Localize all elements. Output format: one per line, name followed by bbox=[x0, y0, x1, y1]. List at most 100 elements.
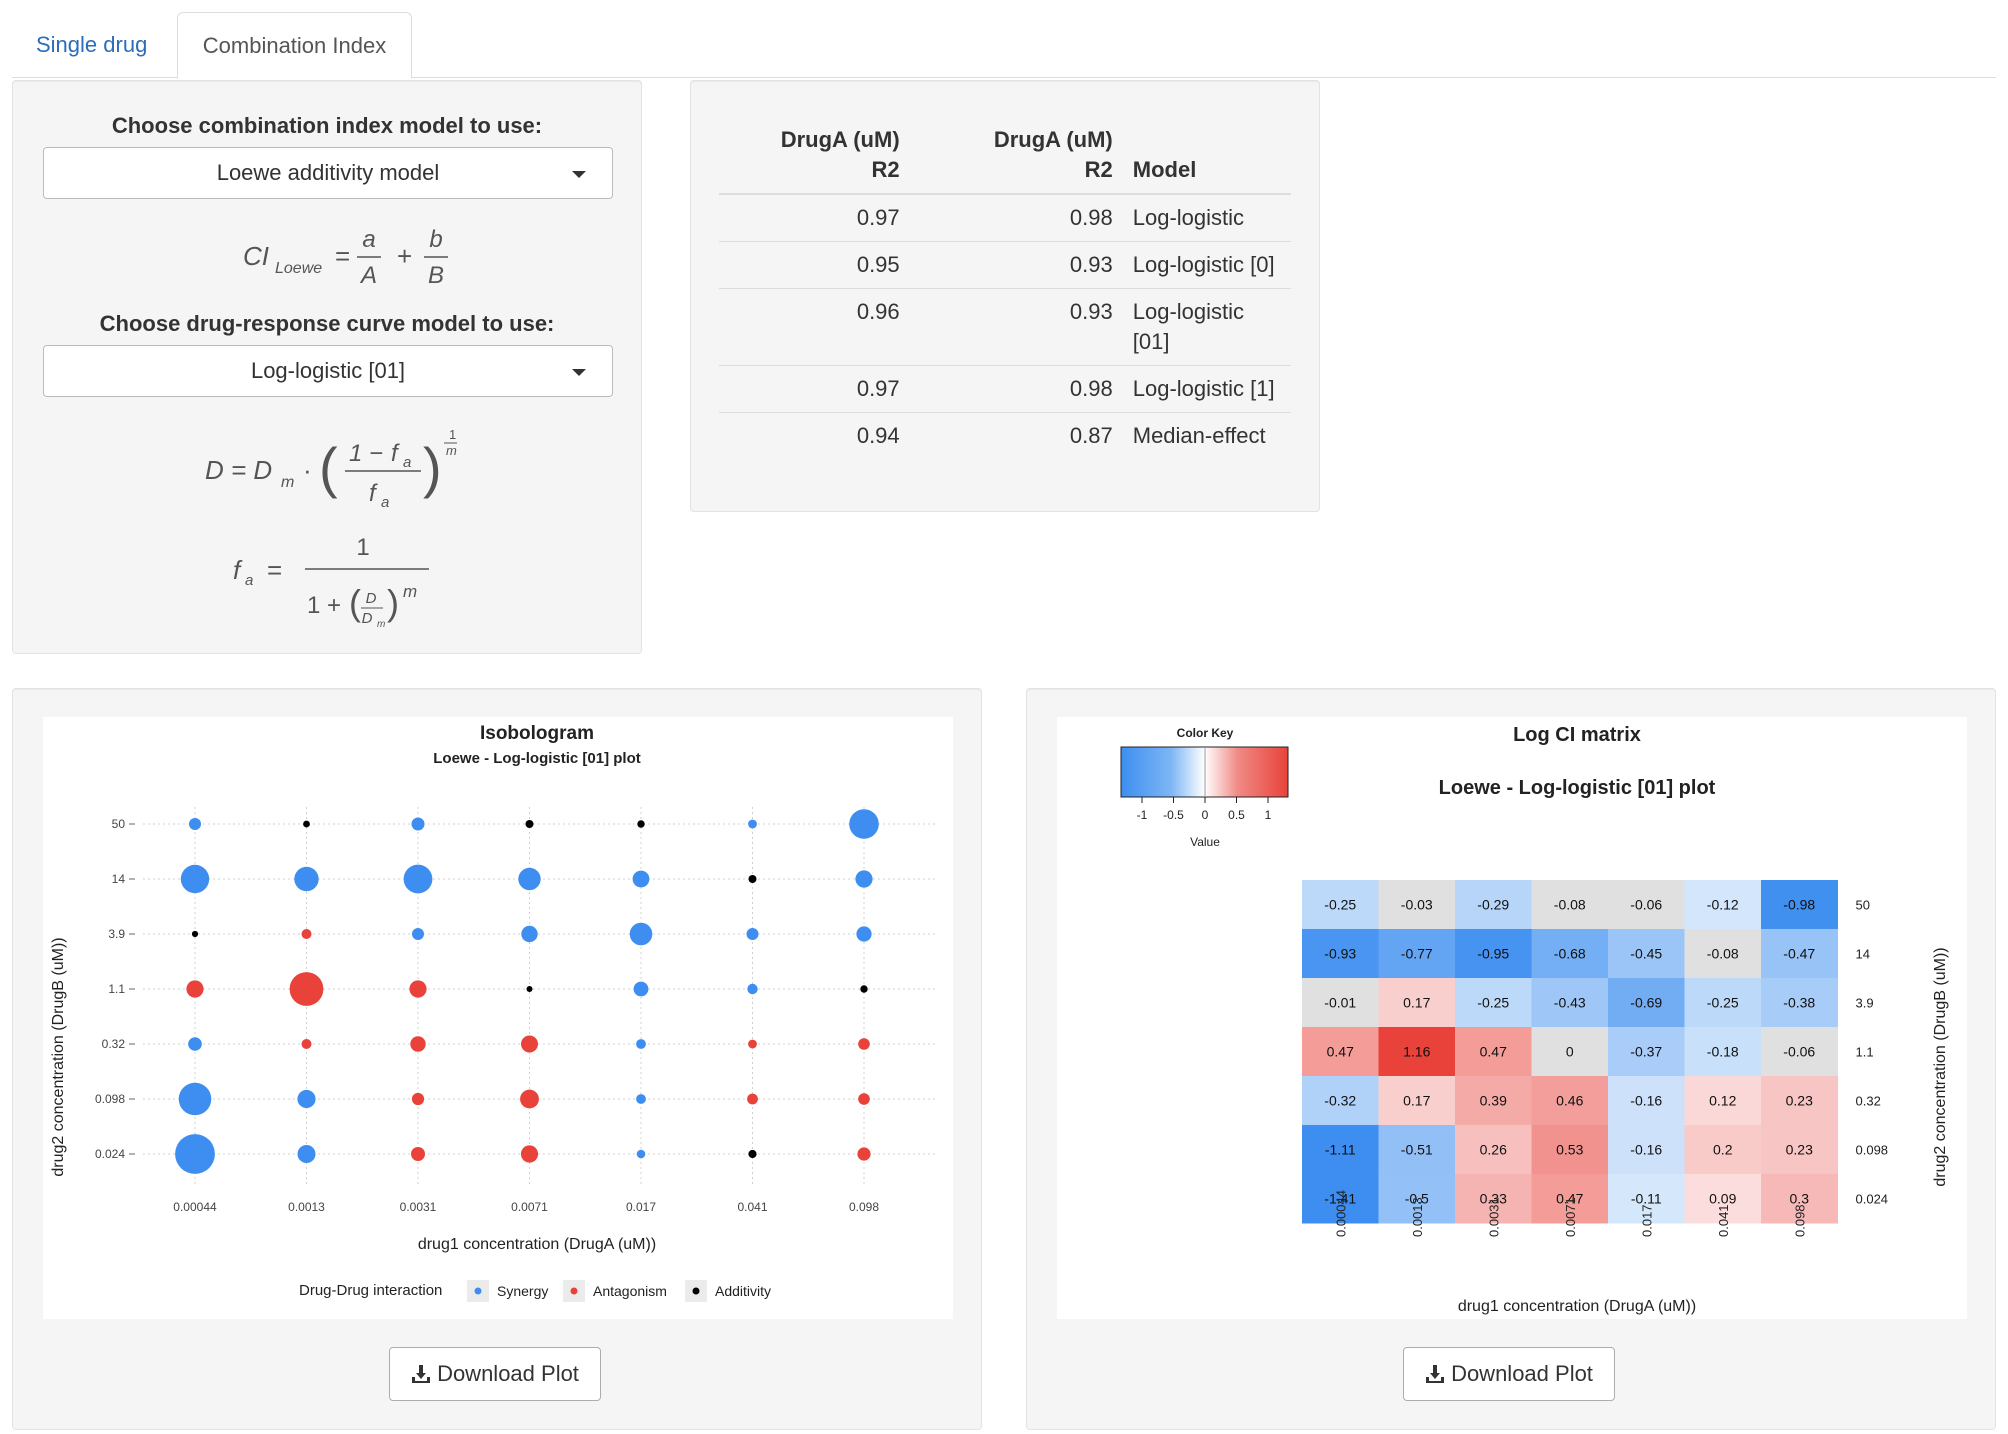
y-tick-label: 14 bbox=[112, 872, 126, 886]
isobologram-legend: Drug-Drug interaction Synergy Antagonism… bbox=[299, 1280, 771, 1302]
isobologram-point bbox=[849, 809, 879, 839]
isobologram-point bbox=[636, 1149, 646, 1159]
y-tick-label: 0.098 bbox=[95, 1092, 125, 1106]
heatmap-subtitle: Loewe - Log-logistic [01] plot bbox=[1439, 777, 1716, 799]
heatmap-cell-value: 0.2 bbox=[1713, 1142, 1733, 1158]
isobologram-x-label: drug1 concentration (DrugA (uM)) bbox=[418, 1236, 656, 1253]
heatmap-cell-value: -1.41 bbox=[1324, 1191, 1356, 1207]
heatmap-cell bbox=[1302, 978, 1379, 1028]
isobologram-title: Isobologram bbox=[480, 723, 594, 744]
heatmap-cell bbox=[1608, 1125, 1685, 1175]
heatmap-cell bbox=[1608, 1076, 1685, 1126]
svg-text:a: a bbox=[381, 494, 389, 511]
heatmap-cell bbox=[1455, 1125, 1532, 1175]
isobologram-point bbox=[858, 1093, 870, 1105]
isobologram-point bbox=[636, 1039, 646, 1049]
isobologram-point bbox=[294, 866, 319, 892]
heatmap-cell bbox=[1378, 929, 1456, 979]
isobologram-subtitle: Loewe - Log-logistic [01] plot bbox=[433, 750, 641, 767]
heatmap-cell bbox=[1378, 1076, 1456, 1126]
heatmap-cell-value: 0.17 bbox=[1403, 1093, 1430, 1109]
heatmap-cell-value: -0.69 bbox=[1630, 995, 1662, 1011]
legend-synergy-label: Synergy bbox=[497, 1283, 548, 1299]
heatmap-cell bbox=[1684, 880, 1762, 930]
heatmap-cell bbox=[1608, 880, 1685, 930]
y-tick-label: 3.9 bbox=[1856, 996, 1874, 1011]
isobologram-point bbox=[188, 1037, 202, 1051]
equals-sign: = bbox=[335, 241, 350, 271]
ci-model-select[interactable]: Loewe additivity model bbox=[43, 147, 613, 199]
heatmap-cell bbox=[1378, 880, 1456, 930]
heatmap-cell-value: -0.93 bbox=[1324, 946, 1356, 962]
plus-sign: + bbox=[397, 241, 412, 271]
isobologram-point bbox=[180, 864, 210, 894]
isobologram-point bbox=[301, 929, 312, 939]
isobologram-point bbox=[748, 819, 757, 829]
isobologram-point bbox=[410, 1036, 426, 1052]
isobologram-point bbox=[412, 928, 424, 940]
heatmap-cell-value: 0.47 bbox=[1556, 1191, 1583, 1207]
heatmap-cell bbox=[1302, 929, 1379, 979]
curve-model-label: Choose drug-response curve model to use: bbox=[99, 311, 555, 336]
y-tick-label: 0.32 bbox=[1856, 1094, 1881, 1109]
table-row: 0.95 0.93 Log-logistic [0] bbox=[719, 241, 1291, 289]
color-key: Color Key -1 -0.5 0 0.5 1 Value bbox=[1120, 726, 1289, 849]
isobologram-point bbox=[748, 875, 757, 883]
heatmap-cell bbox=[1761, 1027, 1838, 1077]
heatmap-cell bbox=[1378, 1027, 1456, 1077]
heatmap-cell bbox=[1531, 1174, 1609, 1224]
isobologram-plot-area: Isobologram Loewe - Log-logistic [01] pl… bbox=[43, 717, 953, 1319]
svg-text:D: D bbox=[366, 590, 377, 607]
svg-text:1: 1 bbox=[356, 534, 369, 561]
heatmap-cell-value: -0.32 bbox=[1324, 1093, 1356, 1109]
curve-model-select[interactable]: Log-logistic [01] bbox=[43, 345, 613, 397]
heatmap-cell-value: 0.3 bbox=[1790, 1191, 1810, 1207]
isobologram-point bbox=[297, 1145, 316, 1163]
heatmap-plot-area: Color Key -1 -0.5 0 0.5 1 Value Log CI matri… bbox=[1057, 717, 1967, 1319]
heatmap-cell-value: -0.45 bbox=[1630, 946, 1662, 962]
heatmap-cell bbox=[1761, 929, 1838, 979]
heatmap-cell-value: -0.08 bbox=[1707, 946, 1739, 962]
heatmap-cell-value: -0.06 bbox=[1783, 1044, 1815, 1060]
dose-formula: D = D m · ( 1 − f a f a ) 1 m bbox=[205, 427, 457, 511]
download-icon bbox=[1426, 1365, 1445, 1383]
heatmap-cell bbox=[1302, 1027, 1379, 1077]
tab-single-drug[interactable]: Single drug bbox=[36, 32, 148, 57]
heatmap-cell bbox=[1455, 1076, 1532, 1126]
isobologram-point bbox=[637, 820, 645, 828]
heatmap-cell-value: 0.33 bbox=[1480, 1191, 1507, 1207]
ci-b: b bbox=[429, 226, 442, 253]
y-tick-label: 3.9 bbox=[108, 927, 125, 941]
isobologram-point bbox=[518, 867, 541, 891]
heatmap-y-label: drug2 concentration (DrugB (uM)) bbox=[1932, 947, 1949, 1186]
heatmap-cell-value: -0.51 bbox=[1401, 1142, 1433, 1158]
tab-combination-index[interactable]: Combination Index bbox=[177, 12, 412, 79]
color-key-tick-label: 0.5 bbox=[1228, 808, 1245, 822]
heatmap-cell-value: -0.25 bbox=[1477, 995, 1509, 1011]
isobologram-point bbox=[629, 922, 653, 946]
download-heatmap-button[interactable]: Download Plot bbox=[1403, 1347, 1615, 1401]
heatmap-cell bbox=[1531, 978, 1609, 1028]
heatmap-cell bbox=[1761, 978, 1838, 1028]
isobologram-panel: Isobologram Loewe - Log-logistic [01] pl… bbox=[12, 688, 982, 1430]
isobologram-point bbox=[191, 930, 199, 938]
ci-subscript: Loewe bbox=[275, 260, 322, 277]
fa-den: f bbox=[369, 480, 378, 507]
isobologram-point bbox=[301, 1039, 312, 1049]
heatmap-cell-value: 1.16 bbox=[1403, 1044, 1430, 1060]
heatmap-cell bbox=[1684, 929, 1762, 979]
ci-symbol: CI bbox=[243, 241, 269, 271]
y-tick-label: 1.1 bbox=[1856, 1045, 1874, 1060]
heatmap-cell-value: 0.47 bbox=[1327, 1044, 1354, 1060]
heatmap-cell-value: -0.01 bbox=[1324, 995, 1356, 1011]
y-tick-label: 0.098 bbox=[1856, 1143, 1889, 1158]
color-key-tick-label: 0 bbox=[1202, 808, 1209, 822]
fraction-affected-formula: f a = 1 1 + ( D D m ) m bbox=[233, 534, 429, 630]
heatmap-cell-value: 0.46 bbox=[1556, 1093, 1583, 1109]
heatmap-cell-value: -0.29 bbox=[1477, 897, 1509, 913]
heatmap-cell bbox=[1378, 1174, 1456, 1224]
isobologram-point bbox=[748, 1149, 757, 1159]
download-isobologram-button[interactable]: Download Plot bbox=[389, 1347, 601, 1401]
heatmap-cell bbox=[1302, 1125, 1379, 1175]
svg-text:): ) bbox=[387, 582, 399, 623]
